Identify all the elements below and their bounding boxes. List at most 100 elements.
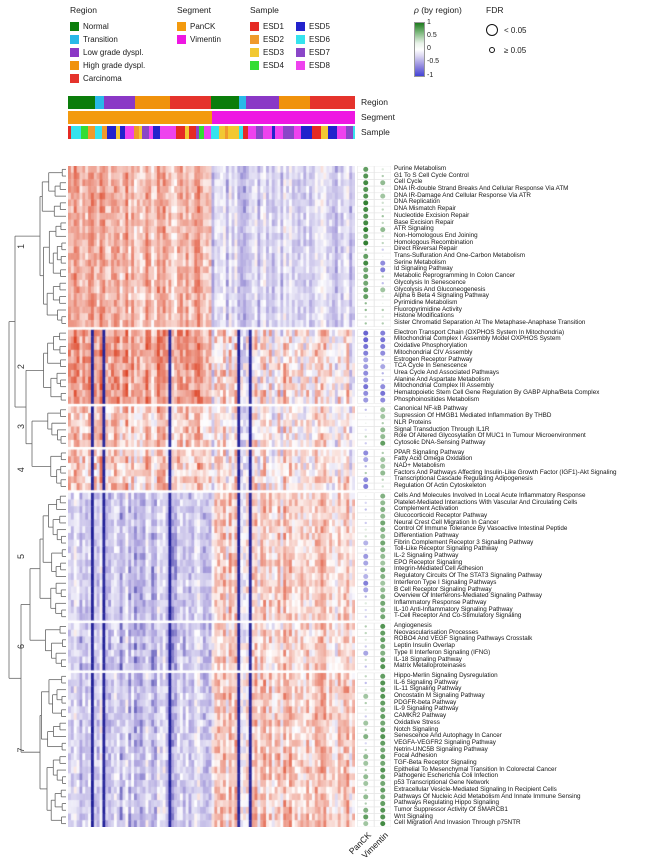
panck-rho-dot (364, 688, 367, 691)
vimentin-rho-dot (380, 673, 386, 679)
dot-grid-cell (357, 482, 375, 491)
vimentin-rho-dot (380, 807, 386, 813)
rho-gradient-bar (414, 22, 425, 77)
region-bar-segment (310, 96, 355, 109)
panck-rho-dot (363, 794, 369, 800)
pathway-label: Overview Of Interferons-Mediated Signali… (394, 592, 543, 600)
vimentin-rho-dot (380, 821, 386, 827)
sample-annotation-bar (68, 126, 355, 139)
legend-item-label: Normal (83, 22, 109, 31)
rho-tick-label: 0.5 (427, 31, 437, 39)
cluster-number-label: 7 (16, 747, 26, 752)
sample-legend-item: ESD6 (296, 33, 342, 46)
panck-rho-dot (364, 748, 367, 752)
cluster-number-label: 5 (16, 554, 26, 559)
sample-bar-segment (134, 126, 139, 139)
vimentin-rho-dot (380, 664, 386, 670)
sample-bar-segment (138, 126, 143, 139)
vimentin-rho-dot (380, 193, 386, 199)
vimentin-rho-dot (381, 275, 384, 278)
pathway-label: Electron Transport Chain (OXPHOS System … (394, 328, 565, 336)
vimentin-rho-dot (381, 315, 384, 318)
rho-tick-label: -1 (427, 71, 434, 79)
pathway-label: Role Of Altered Glycosylation Of MUC1 In… (394, 432, 586, 440)
vimentin-rho-dot (381, 201, 384, 205)
pathway-label: Focal Adhesion (394, 752, 438, 760)
pathway-label: Neural Crest Cell Migration In Cancer (394, 518, 499, 526)
vimentin-rho-dot (380, 553, 386, 559)
region-bar-segment (103, 96, 136, 109)
rho-colorbar-legend: ρ (by region) 1 0.5 0 -0.5 -1 (414, 5, 474, 85)
rho-tick-label: 0 (427, 45, 431, 52)
sample-bar-segment (210, 126, 220, 139)
pathway-label: ATR Signaling (394, 225, 434, 233)
vimentin-rho-dot (380, 507, 386, 513)
vimentin-rho-dot (380, 463, 386, 469)
sample-bar-segment (336, 126, 346, 139)
region-legend-item: Carcinoma (70, 72, 145, 85)
sample-bar-segment (321, 126, 329, 139)
sample-bar-segment (106, 126, 116, 139)
panck-rho-dot (363, 233, 369, 239)
vimentin-rho-dot (380, 644, 386, 650)
vimentin-rho-dot (380, 767, 386, 773)
fdr-legend: FDR < 0.05 ≥ 0.05 (486, 5, 526, 60)
panck-rho-dot (363, 483, 369, 489)
pathway-label: Cells And Molecules Involved In Local Ac… (394, 491, 586, 499)
pathway-label: IL-6 Signaling Pathway (394, 678, 459, 686)
pathway-label: Urea Cycle And Associated Pathways (394, 368, 500, 376)
pathway-label: Pathways Of Nucleic Acid Metabolism And … (394, 792, 581, 800)
pathway-label: Metabolic Reprogramming In Colon Cancer (394, 272, 516, 280)
vimentin-rho-dot (380, 657, 386, 663)
pathway-label: Base Excision Repair (394, 218, 454, 226)
panck-rho-dot (363, 274, 369, 280)
sample-legend-items: ESD1 ESD2 ESD3 ESD4 ESD5 ESD6 ESD7 ESD8 (250, 20, 342, 72)
legend-swatch (250, 61, 259, 70)
segment-legend-item: PanCK (177, 20, 221, 33)
vimentin-rho-dot (380, 287, 386, 293)
panck-rho-dot (364, 548, 367, 551)
legend-item-label: ESD5 (309, 22, 330, 31)
vimentin-rho-dot (380, 540, 386, 546)
annotation-bar-label: Segment (361, 112, 396, 122)
pathway-label: Inflammatory Response Pathway (394, 598, 487, 606)
panck-rho-dot (363, 560, 369, 566)
region-legend: Region Normal Transition Low grade dyspl. H… (70, 5, 145, 85)
sample-bar-segment (242, 126, 248, 139)
sample-bar-segment (149, 126, 153, 139)
region-bar-segment (95, 96, 104, 109)
vimentin-rho-dot (380, 520, 386, 526)
pathway-label: Non-Homologous End Joining (394, 231, 478, 239)
dot-grid-cell (357, 439, 375, 447)
sample-bar-segment (263, 126, 272, 139)
pathway-label: Leptin Insulin Overlap (394, 642, 455, 650)
panck-rho-dot (363, 294, 369, 300)
rho-legend-title: ρ (by region) (414, 5, 474, 15)
pathway-label: Mitochondrial Complex I Assembly Model O… (394, 335, 561, 343)
sample-legend-item: ESD5 (296, 20, 342, 33)
pathway-label: PDGFR-beta Pathway (394, 698, 457, 706)
pathway-label: IL-10 Anti-Inflammatory Signaling Pathwa… (394, 605, 513, 613)
sample-legend-item: ESD4 (250, 59, 296, 72)
pathway-label: Mitochondrial CIV Assembly (394, 348, 473, 356)
vimentin-rho-dot (380, 427, 386, 433)
panck-rho-dot (364, 715, 367, 718)
vimentin-rho-dot (380, 337, 386, 343)
vimentin-rho-dot (380, 574, 386, 580)
pathway-label: Canonical NF-kB Pathway (394, 405, 468, 413)
sample-bar-segment (301, 126, 312, 139)
region-annotation-bar (68, 96, 355, 109)
region-legend-item: High grade dyspl. (70, 59, 145, 72)
vimentin-rho-dot (380, 707, 386, 713)
panck-rho-dot (363, 240, 369, 246)
vimentin-rho-dot (380, 407, 386, 413)
pathway-label: Glycolysis And Gluconeogenesis (394, 285, 486, 293)
panck-rho-dot (363, 180, 369, 186)
pathway-label: Type II Interferon Signaling (IFNG) (394, 648, 491, 656)
pathway-label: Mitochondrial Complex III Assembly (394, 382, 494, 390)
vimentin-rho-dot (380, 594, 386, 600)
panck-rho-dot (364, 495, 367, 497)
pathway-label: Trans-Sulfuration And One-Carbon Metabol… (394, 252, 526, 260)
vimentin-rho-dot (380, 384, 386, 390)
